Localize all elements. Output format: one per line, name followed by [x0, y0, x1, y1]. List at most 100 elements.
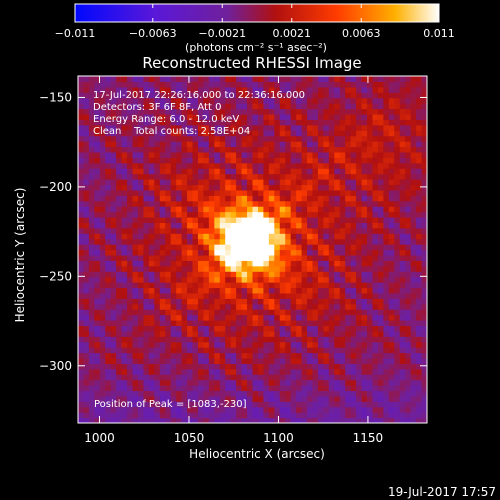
heatmap-cell [285, 162, 292, 169]
heatmap-cell [143, 168, 150, 175]
heatmap-cell [301, 357, 308, 364]
heatmap-cell [367, 254, 374, 261]
heatmap-cell [127, 287, 134, 294]
heatmap-cell [405, 92, 412, 99]
heatmap-cell [323, 103, 330, 110]
heatmap-cell [110, 162, 117, 169]
heatmap-cell [105, 179, 112, 186]
heatmap-cell [328, 292, 335, 299]
heatmap-cell [372, 173, 379, 180]
heatmap-cell [219, 173, 226, 180]
heatmap-cell [394, 151, 401, 158]
heatmap-cell [274, 254, 281, 261]
heatmap-cell [296, 276, 303, 283]
heatmap-cell [328, 287, 335, 294]
heatmap-cell [165, 216, 172, 223]
heatmap-cell [187, 254, 194, 261]
heatmap-cell [421, 325, 427, 332]
heatmap-cell [290, 395, 297, 402]
heatmap-cell [143, 124, 150, 131]
heatmap-cell [121, 124, 128, 131]
heatmap-cell [214, 103, 221, 110]
heatmap-cell [170, 379, 177, 386]
heatmap-cell [143, 260, 150, 267]
heatmap-cell [99, 401, 106, 408]
heatmap-cell [241, 157, 248, 164]
heatmap-cell [301, 141, 308, 148]
heatmap-cell [323, 162, 330, 169]
heatmap-cell [197, 124, 205, 131]
heatmap-cell [208, 206, 215, 213]
heatmap-cell [274, 341, 281, 348]
heatmap-cell [268, 368, 275, 375]
heatmap-cell [317, 146, 324, 153]
heatmap-cell [416, 124, 423, 131]
heatmap-cell [105, 254, 112, 261]
heatmap-cell [219, 401, 226, 408]
heatmap-cell [78, 406, 85, 413]
heatmap-cell [416, 86, 423, 93]
heatmap-cell [405, 124, 412, 131]
heatmap-cell [110, 314, 117, 321]
heatmap-cell [110, 146, 117, 153]
heatmap-cell [181, 119, 188, 126]
heatmap-cell [377, 412, 384, 419]
heatmap-cell [301, 401, 308, 408]
heatmap-cell [148, 336, 155, 343]
heatmap-cell [416, 357, 423, 364]
heatmap-cell [94, 189, 101, 196]
heatmap-cell [399, 374, 406, 381]
heatmap-cell [110, 184, 117, 191]
heatmap-cell [279, 314, 286, 321]
heatmap-cell [307, 216, 314, 223]
heatmap-cell [410, 238, 417, 245]
heatmap-cell [399, 379, 406, 386]
heatmap-cell [236, 330, 243, 337]
heatmap-cell [241, 238, 248, 245]
heatmap-cell [399, 173, 406, 180]
heatmap-cell [410, 97, 417, 104]
heatmap-cell [247, 352, 254, 359]
heatmap-cell [345, 395, 352, 402]
heatmap-cell [367, 92, 374, 99]
heatmap-cell [421, 141, 427, 148]
heatmap-cell [247, 119, 254, 126]
heatmap-cell [121, 195, 128, 202]
heatmap-cell [383, 390, 390, 397]
heatmap-cell [181, 417, 188, 423]
heatmap-cell [99, 271, 106, 278]
heatmap-cell [388, 108, 395, 115]
heatmap-cell [345, 325, 352, 332]
heatmap-cell [110, 309, 117, 316]
heatmap-cell [105, 287, 112, 294]
heatmap-cell [350, 195, 357, 202]
heatmap-cell [263, 406, 270, 413]
heatmap-cell [290, 179, 297, 186]
heatmap-cell [268, 222, 275, 229]
heatmap-cell [236, 168, 243, 175]
heatmap-cell [110, 179, 117, 186]
heatmap-cell [274, 282, 281, 289]
heatmap-cell [317, 357, 324, 364]
heatmap-cell [410, 216, 417, 223]
heatmap-cell [263, 309, 270, 316]
heatmap-cell [78, 157, 85, 164]
heatmap-cell [317, 157, 324, 164]
heatmap-cell [154, 157, 161, 164]
heatmap-cell [421, 76, 427, 83]
heatmap-cell [328, 222, 335, 229]
heatmap-cell [225, 282, 232, 289]
heatmap-cell [214, 81, 221, 88]
heatmap-cell [388, 292, 395, 299]
heatmap-cell [372, 146, 379, 153]
heatmap-cell [121, 357, 128, 364]
heatmap-cell [83, 200, 90, 207]
heatmap-cell [132, 287, 139, 294]
heatmap-cell [208, 157, 215, 164]
heatmap-cell [241, 108, 248, 115]
heatmap-cell [132, 303, 139, 310]
heatmap-cell [121, 385, 128, 392]
heatmap-cell [187, 200, 194, 207]
heatmap-cell [225, 374, 232, 381]
heatmap-cell [388, 406, 395, 413]
